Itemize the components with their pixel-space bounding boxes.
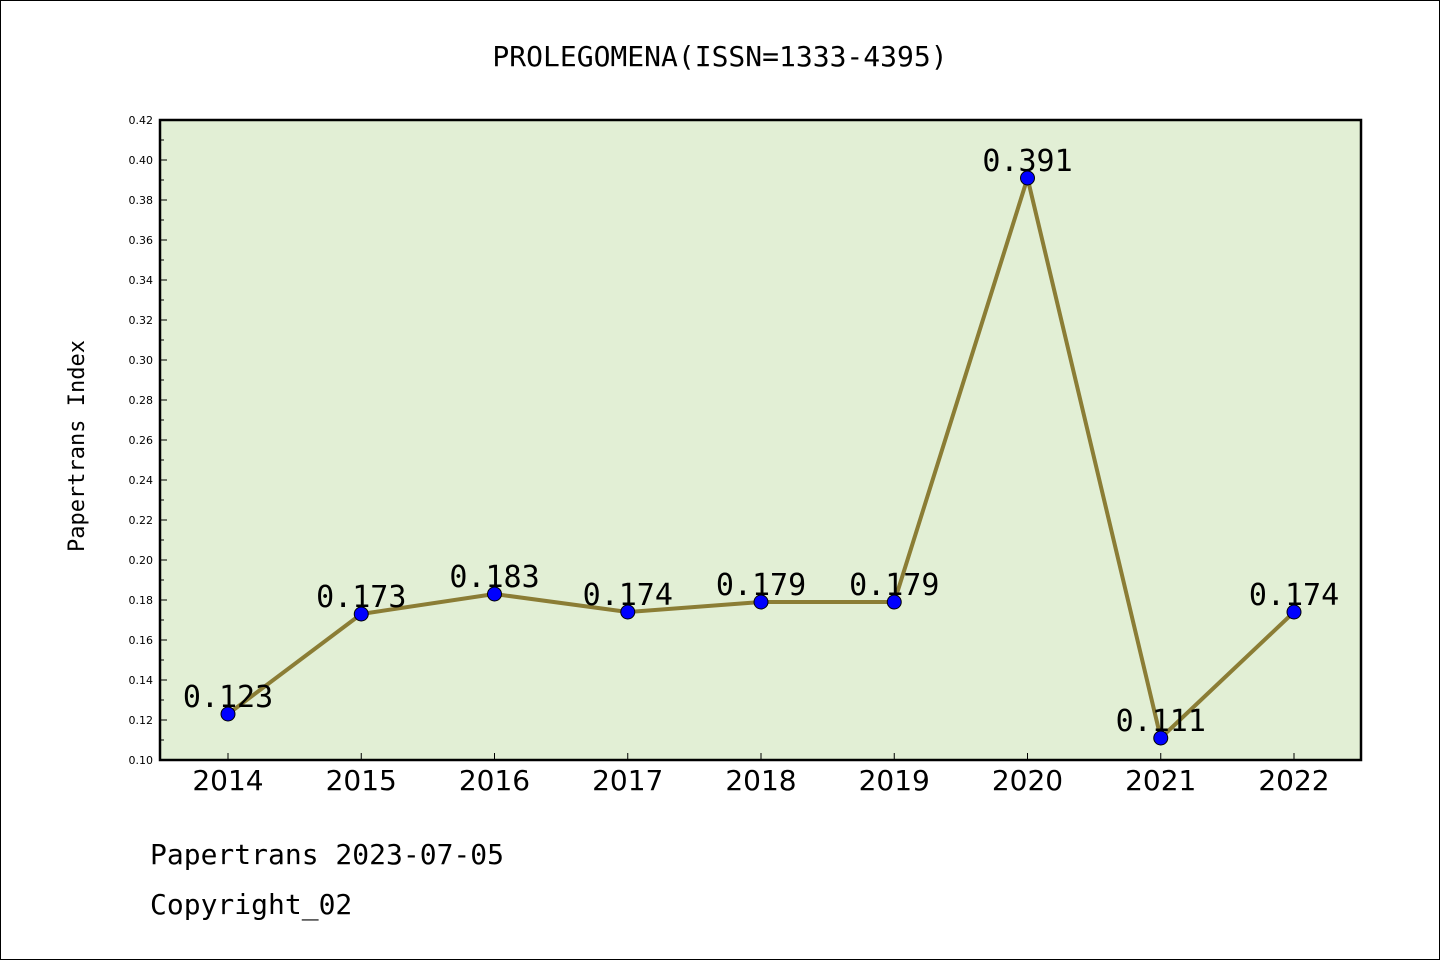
y-tick-label: 0.34 bbox=[129, 274, 154, 287]
data-label: 0.174 bbox=[1249, 578, 1339, 613]
x-tick-label: 2021 bbox=[1125, 764, 1196, 797]
y-tick-label: 0.18 bbox=[129, 594, 154, 607]
x-tick-label: 2020 bbox=[992, 764, 1063, 797]
x-tick-label: 2015 bbox=[326, 764, 397, 797]
data-label: 0.174 bbox=[583, 578, 673, 613]
y-tick-label: 0.28 bbox=[129, 394, 154, 407]
data-labels: 0.123 0.173 0.183 0.174 0.179 0.179 0.391 0.111… bbox=[183, 144, 1339, 739]
y-tick-label: 0.42 bbox=[129, 114, 154, 127]
x-axis-ticks: 2014 2015 2016 2017 2018 2019 2020 2021 2022 bbox=[192, 753, 1330, 797]
data-point bbox=[220, 706, 236, 722]
data-point bbox=[620, 604, 636, 620]
data-point bbox=[353, 606, 369, 622]
data-label: 0.173 bbox=[316, 580, 406, 615]
x-tick-label: 2019 bbox=[859, 764, 930, 797]
footer-date: Papertrans 2023-07-05 bbox=[150, 838, 504, 871]
x-tick-label: 2022 bbox=[1258, 764, 1329, 797]
y-tick-label: 0.12 bbox=[129, 714, 154, 727]
y-tick-label: 0.26 bbox=[129, 434, 154, 447]
plot-border bbox=[158, 118, 1363, 762]
data-label: 0.183 bbox=[449, 560, 539, 595]
y-tick-label: 0.10 bbox=[129, 754, 154, 767]
chart-title: PROLEGOMENA(ISSN=1333-4395) bbox=[492, 40, 947, 73]
data-point bbox=[1020, 170, 1035, 186]
data-point bbox=[1153, 730, 1169, 746]
y-tick-label: 0.20 bbox=[129, 554, 154, 567]
data-label: 0.179 bbox=[849, 568, 939, 603]
y-tick-label: 0.14 bbox=[129, 674, 154, 687]
y-tick-label: 0.30 bbox=[129, 354, 154, 367]
x-tick-label: 2017 bbox=[592, 764, 663, 797]
y-tick-label: 0.22 bbox=[129, 514, 154, 527]
x-tick-label: 2018 bbox=[725, 764, 796, 797]
y-tick-label: 0.16 bbox=[129, 634, 154, 647]
data-label: 0.111 bbox=[1116, 704, 1206, 739]
plot-area bbox=[160, 120, 1361, 760]
data-label: 0.123 bbox=[183, 680, 273, 715]
data-point bbox=[886, 594, 902, 610]
y-tick-label: 0.36 bbox=[129, 234, 154, 247]
series-markers bbox=[220, 170, 1302, 746]
y-axis-label: Papertrans Index bbox=[65, 340, 90, 552]
y-tick-label: 0.24 bbox=[129, 474, 154, 487]
data-point bbox=[1286, 604, 1302, 620]
data-point bbox=[753, 594, 769, 610]
data-label: 0.391 bbox=[982, 144, 1072, 179]
footer-copyright: Copyright_02 bbox=[150, 888, 352, 922]
x-tick-label: 2016 bbox=[459, 764, 530, 797]
data-label: 0.179 bbox=[716, 568, 806, 603]
y-tick-label: 0.38 bbox=[129, 194, 154, 207]
data-point bbox=[487, 586, 502, 602]
y-tick-label: 0.40 bbox=[129, 154, 154, 167]
y-tick-label: 0.32 bbox=[129, 314, 154, 327]
x-tick-label: 2014 bbox=[192, 764, 263, 797]
